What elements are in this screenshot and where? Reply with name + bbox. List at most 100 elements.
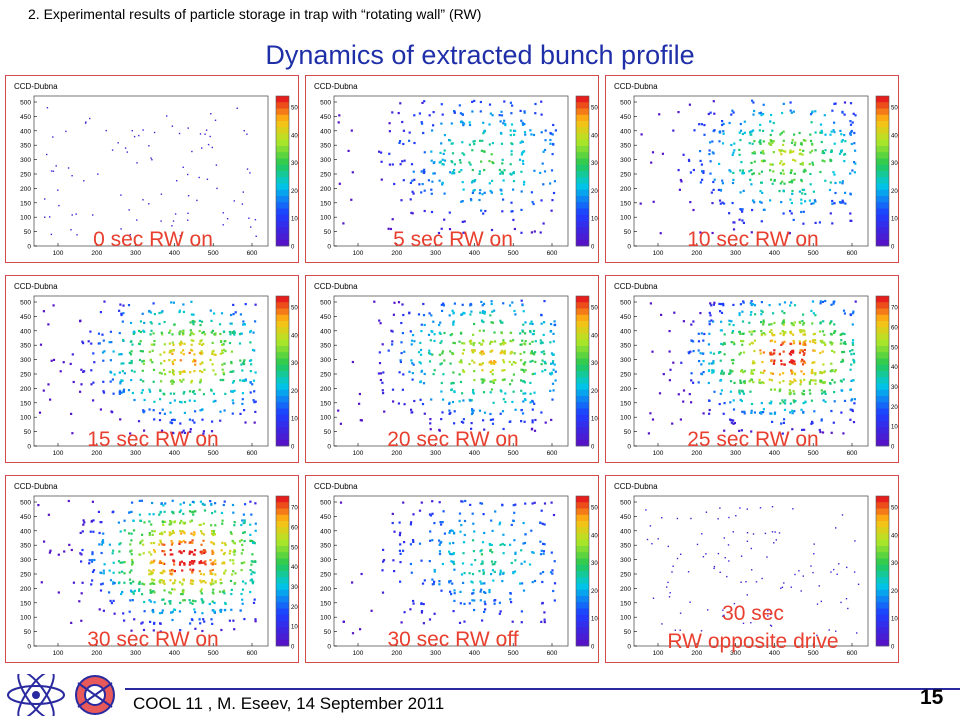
color-scale-label: 0 bbox=[891, 645, 895, 651]
x-tick-label: 600 bbox=[547, 450, 558, 457]
color-scale-label: 100 bbox=[891, 617, 899, 623]
y-tick-label: 0 bbox=[27, 644, 31, 651]
color-scale-cell bbox=[576, 183, 589, 191]
color-scale-cell bbox=[276, 533, 289, 541]
color-scale-cell bbox=[576, 364, 589, 372]
x-tick-label: 600 bbox=[847, 250, 858, 257]
color-scale-cell bbox=[276, 152, 289, 159]
color-scale-label: 200 bbox=[591, 189, 599, 195]
color-scale-cell bbox=[576, 127, 589, 134]
x-tick-label: 500 bbox=[208, 450, 219, 457]
y-tick-label: 500 bbox=[320, 100, 331, 107]
color-scale-cell bbox=[276, 427, 289, 434]
color-scale-cell bbox=[876, 408, 889, 416]
color-scale-cell bbox=[876, 296, 889, 303]
color-scale-cell bbox=[276, 546, 289, 553]
color-scale-cell bbox=[276, 389, 289, 397]
color-scale-label: 300 bbox=[891, 561, 899, 567]
y-tick-label: 50 bbox=[624, 229, 632, 236]
color-scale-cell bbox=[576, 158, 589, 166]
color-scale-cell bbox=[576, 139, 589, 147]
color-scale-cell bbox=[276, 158, 289, 166]
x-tick-label: 500 bbox=[808, 250, 819, 257]
color-scale-cell bbox=[876, 208, 889, 216]
color-scale-cell bbox=[876, 577, 889, 584]
color-scale-cell bbox=[276, 177, 289, 184]
color-scale-cell bbox=[276, 433, 289, 441]
color-scale-cell bbox=[576, 564, 589, 572]
color-scale-cell bbox=[576, 121, 589, 128]
color-scale-cell bbox=[876, 333, 889, 341]
x-tick-label: 300 bbox=[130, 650, 141, 657]
color-scale-label: 200 bbox=[891, 405, 899, 411]
y-tick-label: 450 bbox=[320, 514, 331, 521]
color-scale-cell bbox=[876, 608, 889, 616]
color-scale-cell bbox=[876, 302, 889, 309]
color-scale-label: 300 bbox=[291, 161, 299, 167]
color-scale-cell bbox=[876, 152, 889, 159]
color-scale-label: 500 bbox=[591, 106, 599, 112]
color-scale-cell bbox=[876, 108, 889, 116]
color-scale-label: 400 bbox=[591, 533, 599, 539]
color-scale-cell bbox=[576, 383, 589, 391]
color-scale-cell bbox=[876, 389, 889, 397]
y-tick-label: 200 bbox=[620, 386, 631, 393]
y-tick-label: 300 bbox=[320, 157, 331, 164]
y-tick-label: 400 bbox=[620, 328, 631, 335]
color-scale-cell bbox=[876, 114, 889, 122]
x-tick-label: 500 bbox=[508, 250, 519, 257]
y-tick-label: 250 bbox=[20, 572, 31, 579]
y-tick-label: 0 bbox=[27, 444, 31, 451]
y-tick-label: 150 bbox=[20, 200, 31, 207]
color-scale-cell bbox=[876, 383, 889, 391]
institute-logo-icon bbox=[7, 674, 65, 716]
y-tick-label: 50 bbox=[324, 229, 332, 236]
y-tick-label: 350 bbox=[320, 143, 331, 150]
color-scale-cell bbox=[876, 239, 889, 247]
color-scale-cell bbox=[876, 196, 889, 203]
x-tick-label: 400 bbox=[469, 250, 480, 257]
color-scale-cell bbox=[276, 302, 289, 309]
color-scale-label: 0 bbox=[891, 245, 895, 251]
color-scale-cell bbox=[276, 558, 289, 566]
ccd-image-plot: CCD-Dubna 0 50 100 150 200 250 300 350 400 450 500 1… bbox=[614, 282, 899, 457]
color-scale-cell bbox=[276, 408, 289, 416]
color-scale-cell bbox=[276, 202, 289, 209]
color-scale-cell bbox=[276, 96, 289, 103]
color-scale-label: 500 bbox=[291, 106, 299, 112]
y-tick-label: 500 bbox=[320, 300, 331, 307]
color-scale-label: 200 bbox=[291, 389, 299, 395]
color-scale-cell bbox=[576, 177, 589, 184]
x-tick-label: 200 bbox=[391, 650, 402, 657]
color-scale-cell bbox=[576, 221, 589, 228]
plot-title: CCD-Dubna bbox=[14, 82, 58, 91]
y-tick-label: 200 bbox=[620, 586, 631, 593]
panel-caption: 30 sec RW off bbox=[387, 628, 519, 651]
x-tick-label: 100 bbox=[53, 250, 64, 257]
color-scale-cell bbox=[276, 164, 289, 172]
x-tick-label: 200 bbox=[391, 450, 402, 457]
color-scale-cell bbox=[876, 414, 889, 422]
x-tick-label: 300 bbox=[130, 250, 141, 257]
y-tick-label: 300 bbox=[620, 357, 631, 364]
y-tick-label: 100 bbox=[320, 215, 331, 222]
color-scale-label: 300 bbox=[291, 361, 299, 367]
color-scale-cell bbox=[876, 202, 889, 209]
color-scale-cell bbox=[276, 371, 289, 378]
color-scale-cell bbox=[276, 327, 289, 334]
x-tick-label: 600 bbox=[247, 250, 258, 257]
y-tick-label: 100 bbox=[320, 615, 331, 622]
color-scale-cell bbox=[876, 352, 889, 359]
color-scale-label: 500 bbox=[591, 306, 599, 312]
color-scale-cell bbox=[876, 583, 889, 591]
color-scale-cell bbox=[576, 339, 589, 347]
color-scale-cell bbox=[576, 214, 589, 222]
y-tick-label: 100 bbox=[20, 415, 31, 422]
x-tick-label: 400 bbox=[169, 650, 180, 657]
y-tick-label: 50 bbox=[624, 629, 632, 636]
color-scale-cell bbox=[576, 146, 589, 153]
ccd-panel: CCD-Dubna 0 50 100 150 200 250 300 350 400 450 500 1… bbox=[5, 475, 299, 663]
y-tick-label: 50 bbox=[24, 229, 32, 236]
y-tick-label: 200 bbox=[620, 186, 631, 193]
panel-caption: 15 sec RW on bbox=[87, 428, 219, 451]
